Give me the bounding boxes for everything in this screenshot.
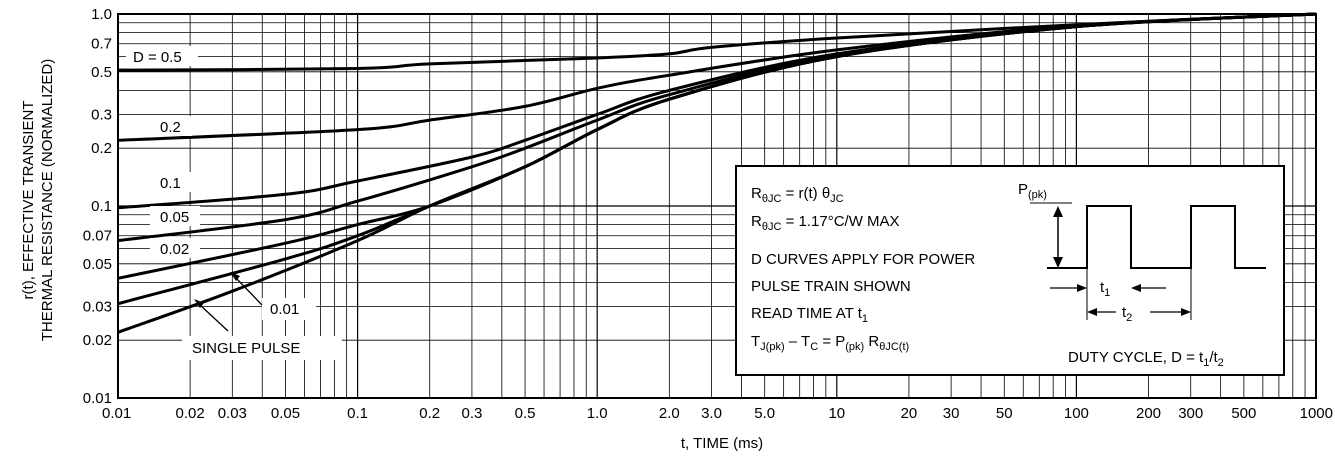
x-tick-label: 20 [901,405,918,422]
inset-line-5: READ TIME AT t1 [751,305,868,325]
x-tick-label: 0.2 [419,405,440,422]
y-tick-label: 0.3 [91,106,112,123]
x-tick-label: 3.0 [701,405,722,422]
y-tick-label: 0.1 [91,198,112,215]
y-axis-title-line2: THERMAL RESISTANCE (NORMALIZED) [39,59,56,342]
y-tick-label: 0.03 [83,298,112,315]
x-tick-label: 0.05 [271,405,300,422]
curves [117,12,1317,334]
inset-formula-2: RθJC = 1.17°C/W MAX [751,213,900,233]
arrowhead-single-pulse [194,299,204,308]
x-tick-label: 300 [1178,405,1203,422]
x-tick-label: 1000 [1300,405,1333,422]
x-tick-label: 0.3 [461,405,482,422]
plot-border [117,13,1317,399]
pulse-peak-label: P(pk) [1018,181,1047,201]
y-tick-labels: 1.0 0.7 0.5 0.3 0.2 0.1 0.07 0.05 0.03 0.02 0.01 [83,6,112,407]
leader-001 [235,277,263,306]
y-tick-label: 1.0 [91,6,112,23]
inset-line-6: TJ(pk) – TC = P(pk) RθJC(t) [751,333,909,353]
x-tick-label: 100 [1064,405,1089,422]
y-axis-title-line1: r(t), EFFECTIVE TRANSIENT [20,101,37,300]
curve-label-005: 0.05 [160,209,189,226]
inset-box: RθJC = r(t) θJC RθJC = 1.17°C/W MAX D CU… [735,165,1285,376]
y-tick-label: 0.7 [91,36,112,53]
curve-series-6 [117,12,1317,334]
x-tick-label: 0.01 [102,405,131,422]
curve-label-02: 0.2 [160,119,181,136]
x-tick-label: 500 [1231,405,1256,422]
t2-arrowhead-right [1181,308,1191,316]
y-tick-label: 0.5 [91,64,112,81]
plot-frame [117,13,1317,399]
inset-formula-1: RθJC = r(t) θJC [751,185,844,205]
x-tick-label: 0.5 [515,405,536,422]
y-tick-label: 0.05 [83,256,112,273]
y-tick-label: 0.02 [83,332,112,349]
leader-single-pulse [199,304,229,332]
x-tick-label: 2.0 [659,405,680,422]
t2-label: t2 [1122,304,1132,324]
x-tick-label: 1.0 [587,405,608,422]
t1-arrowhead-right [1131,284,1141,292]
x-tick-label: 30 [943,405,960,422]
x-tick-label: 10 [828,405,845,422]
pulse-train-waveform [1047,205,1266,269]
inset-line-4: PULSE TRAIN SHOWN [751,278,911,295]
x-tick-label: 0.1 [347,405,368,422]
curve-label-d05: D = 0.5 [133,49,182,66]
x-tick-labels: 0.01 0.02 0.03 0.05 0.1 0.2 0.3 0.5 1.0 2.0 3.0 5.0… [102,405,1333,422]
y-tick-label: 0.2 [91,140,112,157]
t1-label: t1 [1100,279,1110,299]
t1-arrowhead-left [1077,284,1087,292]
inset-border [735,165,1285,376]
curve-labels: D = 0.5 0.2 0.1 0.05 0.02 0.01 SINGLE PU… [126,46,342,360]
y-tick-label: 0.01 [83,390,112,407]
arrowhead-001 [230,272,240,281]
y-tick-label: 0.07 [83,228,112,245]
pulse-height-arrowhead-top [1053,206,1063,217]
curve-label-01: 0.1 [160,175,181,192]
curve-label-001: 0.01 [270,301,299,318]
inset-line-3: D CURVES APPLY FOR POWER [751,251,975,268]
t2-arrowhead-left [1087,308,1097,316]
curve-label-single-pulse: SINGLE PULSE [192,340,300,357]
x-tick-label: 50 [996,405,1013,422]
pulse-height-arrowhead-bottom [1053,257,1063,268]
x-tick-label: 5.0 [754,405,775,422]
curve-label-002: 0.02 [160,241,189,258]
x-axis-title: t, TIME (ms) [681,435,763,452]
x-tick-label: 0.03 [218,405,247,422]
x-tick-label: 200 [1136,405,1161,422]
x-tick-label: 0.02 [176,405,205,422]
duty-cycle-label: DUTY CYCLE, D = t1/t2 [1068,349,1224,369]
